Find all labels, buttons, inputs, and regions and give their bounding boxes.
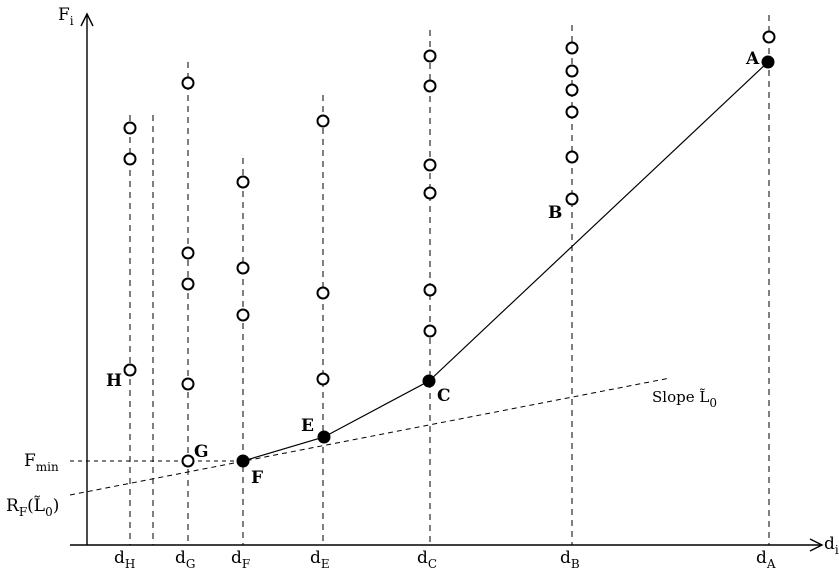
point-a: [761, 55, 775, 69]
label-a: A: [745, 49, 760, 69]
pareto-front-line: [242, 61, 769, 462]
point-hollow-h: [123, 363, 137, 377]
hollow-points: [123, 30, 776, 468]
point-hollow: [565, 41, 579, 55]
label-h: H: [106, 371, 122, 391]
f-min-label: Fmin: [24, 451, 59, 474]
point-hollow: [181, 377, 195, 391]
tick-d-b: dB: [560, 548, 580, 571]
tick-d-h: dH: [114, 548, 135, 571]
label-b: B: [548, 203, 562, 223]
intercept-label: RF(L̃0): [6, 496, 59, 519]
point-hollow: [181, 277, 195, 291]
tick-d-e: dE: [310, 548, 330, 571]
point-f: [236, 454, 250, 468]
slope-label: Slope L̃0: [652, 388, 717, 410]
label-f: F: [251, 468, 263, 488]
tick-d-g: dG: [175, 548, 195, 571]
point-hollow: [565, 64, 579, 78]
point-hollow: [565, 105, 579, 119]
point-hollow: [762, 30, 776, 44]
x-axis-label: di: [824, 534, 839, 557]
point-hollow: [236, 308, 250, 322]
y-axis-label: Fi: [58, 5, 74, 28]
slope-line: [69, 377, 671, 496]
point-hollow: [565, 150, 579, 164]
point-hollow: [123, 152, 137, 166]
x-axis-arrow: [809, 538, 824, 552]
point-hollow: [181, 246, 195, 260]
column-guides: [129, 15, 770, 545]
point-hollow: [423, 324, 437, 338]
point-c: [422, 374, 436, 388]
point-hollow-b: [565, 192, 579, 206]
point-hollow: [423, 158, 437, 172]
point-hollow: [423, 186, 437, 200]
point-hollow: [236, 261, 250, 275]
point-hollow: [423, 283, 437, 297]
point-hollow: [423, 79, 437, 93]
filled-points: [236, 55, 775, 468]
point-hollow: [565, 83, 579, 97]
point-hollow: [236, 175, 250, 189]
point-e: [317, 430, 331, 444]
point-hollow-g: [181, 454, 195, 468]
tick-d-f: dF: [231, 548, 250, 571]
tick-d-c: dC: [417, 548, 437, 571]
point-hollow: [316, 286, 330, 300]
point-hollow: [316, 114, 330, 128]
tick-d-a: dA: [756, 548, 776, 571]
point-hollow: [316, 372, 330, 386]
label-g: G: [194, 442, 209, 462]
label-c: C: [437, 386, 451, 406]
label-e: E: [301, 416, 314, 436]
point-hollow: [181, 76, 195, 90]
x-tick-labels: dH dG dF dE dC dB dA: [114, 548, 776, 571]
point-hollow: [123, 121, 137, 135]
y-axis-arrow: [80, 12, 94, 27]
point-hollow: [423, 49, 437, 63]
